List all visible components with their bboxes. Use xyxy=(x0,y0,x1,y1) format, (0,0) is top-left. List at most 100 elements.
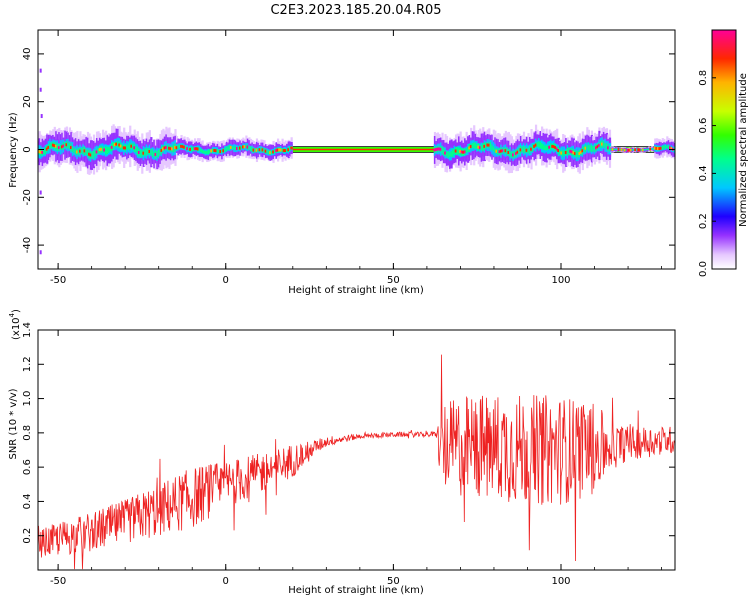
spectrogram-cell xyxy=(536,142,539,147)
spectrogram-peak-cell xyxy=(634,148,637,152)
spectrogram-peak-cell xyxy=(88,152,91,156)
spectrogram-peak-cell xyxy=(596,145,600,149)
spectrogram-peak-cell xyxy=(148,150,152,154)
spectrogram-cell xyxy=(592,146,595,152)
spectrogram-cell xyxy=(151,149,154,158)
spectrogram-peak-cell xyxy=(98,148,102,152)
spectrogram-peak-cell xyxy=(54,144,58,148)
snr-x-ticks: -50 0 50 100 xyxy=(50,330,662,587)
spectrogram-peak-cell xyxy=(548,145,551,149)
spectrogram-peak-cell xyxy=(501,149,505,153)
spectrogram-cell xyxy=(473,142,476,149)
spectrogram-peak-cell xyxy=(193,147,197,151)
spectrogram-peak-cell xyxy=(611,147,615,151)
spectrogram-peak-cell xyxy=(119,144,123,148)
spectrogram-peak-cell xyxy=(560,151,563,155)
spectrogram-cell xyxy=(159,149,162,156)
spectrogram-peak-cell xyxy=(656,147,660,151)
spectrogram-peak-cell xyxy=(163,146,167,150)
spectrogram-cell xyxy=(85,148,88,155)
spectrogram-peak-cell xyxy=(617,147,621,151)
spectrogram-cell xyxy=(74,148,78,155)
snr-x-tick-label: 0 xyxy=(223,576,229,587)
snr-y-tick-label: 1.2 xyxy=(22,356,33,372)
spectrogram-y-tick-label: 40 xyxy=(22,48,33,61)
spectrogram-peak-cell xyxy=(142,151,146,155)
spectrogram-peak-cell xyxy=(433,148,437,152)
colorbar-tick-label: 0.8 xyxy=(698,70,709,86)
spectrogram-peak-cell xyxy=(287,148,290,152)
spectrogram-peak-cell xyxy=(519,148,523,152)
spectrogram-peak-cell xyxy=(284,149,287,153)
spectrogram-cell xyxy=(566,147,569,156)
snr-scale-factor: (x104) xyxy=(8,309,22,340)
spectrogram-peak-cell xyxy=(252,148,256,152)
spectrogram-peak-cell xyxy=(578,152,582,156)
snr-panel: -50 0 50 100 0.2 0.4 0.6 0.8 1.0 1.2 1.4 Height o… xyxy=(8,309,676,596)
spectrogram-cell xyxy=(254,148,257,153)
spectrogram-x-ticks: -50 0 50 100 xyxy=(50,30,662,286)
spectrogram-cell xyxy=(266,150,269,154)
spectrogram-peak-cell xyxy=(655,146,658,150)
spectrogram-peak-cell xyxy=(436,147,440,151)
spectrogram-peak-cell xyxy=(555,147,559,151)
spectrogram-peak-cell xyxy=(454,149,458,153)
spectrogram-cell xyxy=(666,145,669,149)
spectrogram-cell xyxy=(92,150,96,159)
spectrogram-cell xyxy=(257,148,260,152)
spectrogram-peak-cell xyxy=(579,150,583,154)
spectrogram-peak-cell xyxy=(498,150,502,154)
spectrogram-peak-cell xyxy=(169,147,173,151)
spectrogram-peak-cell xyxy=(39,150,43,154)
spectrogram-cell xyxy=(127,144,130,150)
spectrogram-peak-cell xyxy=(79,149,82,153)
spectrogram-cell xyxy=(539,141,542,149)
spectrogram-peak-cell xyxy=(638,148,642,152)
snr-y-tick-label: 0.4 xyxy=(22,493,33,509)
spectrogram-peak-cell xyxy=(570,150,574,154)
spectrogram-cell xyxy=(586,145,589,150)
spectrogram-peak-cell xyxy=(534,143,538,147)
spectrogram-peak-cell xyxy=(83,149,87,153)
spectrogram-panel: -50 0 50 100 40 20 0 -20 -40 Height of straight… xyxy=(8,29,676,296)
spectrogram-peak-cell xyxy=(463,150,467,154)
spectrogram-cell xyxy=(542,144,545,150)
spectrogram-cell xyxy=(237,146,240,151)
spectrogram-cell xyxy=(212,148,215,153)
colorbar-tick-label: 0.2 xyxy=(698,213,709,229)
spectrogram-peak-cell xyxy=(122,146,126,150)
spectrogram-cell xyxy=(537,141,541,148)
spectrogram-peak-cell xyxy=(264,149,268,153)
spectrogram-cell xyxy=(50,142,53,149)
snr-x-axis-label: Height of straight line (km) xyxy=(288,585,424,596)
colorbar-tick-label: 0.6 xyxy=(698,118,709,134)
spectrogram-peak-cell xyxy=(160,148,164,152)
spectrogram-x-tick-label: 100 xyxy=(551,275,570,286)
spectrogram-cell xyxy=(231,146,234,149)
spectrogram-cell xyxy=(614,148,618,150)
spectrogram-cell xyxy=(59,144,62,150)
spectrogram-cell xyxy=(559,148,562,156)
spectrogram-cell xyxy=(531,143,535,152)
spectrogram-cell xyxy=(506,147,509,156)
spectrogram-cell xyxy=(521,146,524,153)
spectrogram-cell xyxy=(509,150,512,158)
spectrogram-cell xyxy=(227,146,230,150)
spectrogram-x-tick-label: 0 xyxy=(223,275,229,286)
snr-x-tick-label: -50 xyxy=(50,576,66,587)
spectrogram-cell xyxy=(547,145,550,151)
spectrogram-x-tick-label: 50 xyxy=(387,275,400,286)
spectrogram-cell xyxy=(550,143,553,151)
spectrogram-peak-cell xyxy=(235,147,239,151)
spectrogram-y-tick-label: 0 xyxy=(22,146,33,152)
spectrogram-peak-cell xyxy=(196,147,200,151)
spectrogram-peak-cell xyxy=(57,146,61,150)
spectrogram-peak-cell xyxy=(584,146,588,150)
spectrogram-cell xyxy=(631,149,634,151)
spectrogram-x-axis-label: Height of straight line (km) xyxy=(288,285,424,296)
spectrogram-peak-cell xyxy=(229,145,233,149)
spectrogram-peak-cell xyxy=(469,144,473,148)
spectrogram-peak-cell xyxy=(124,146,127,150)
spectrogram-peak-cell xyxy=(668,146,672,150)
